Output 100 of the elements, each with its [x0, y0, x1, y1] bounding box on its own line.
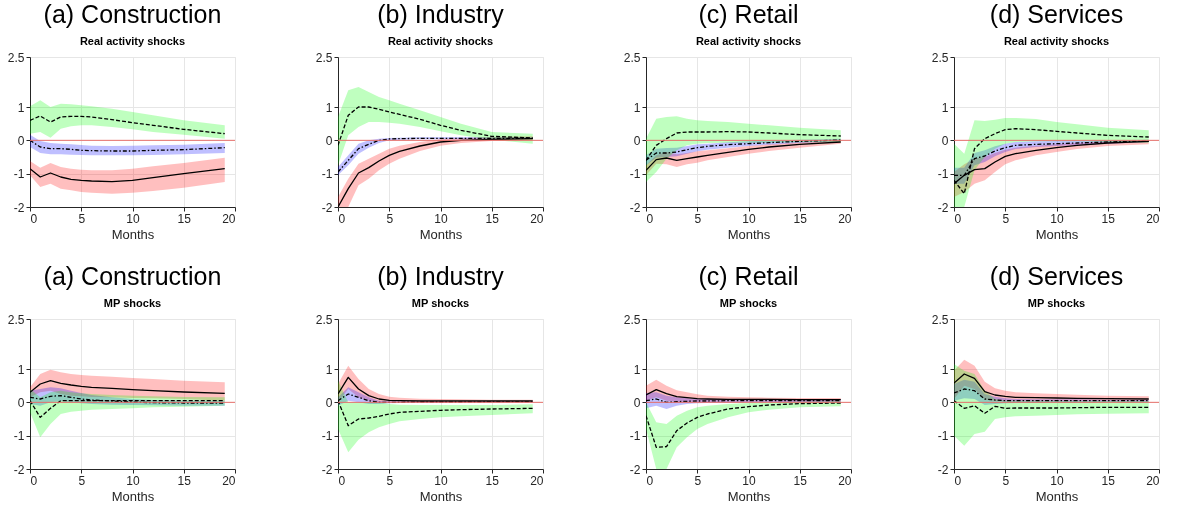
x-tick-label: 5 — [78, 211, 86, 226]
x-tick-label: 10 — [1050, 473, 1064, 488]
chart-title: (c) Retail — [698, 262, 799, 290]
x-tick-label: 20 — [1146, 211, 1160, 226]
y-tick-label: -2 — [629, 200, 641, 215]
x-tick-label: 10 — [434, 211, 448, 226]
x-tick-label: 0 — [30, 473, 38, 488]
x-tick-label: 10 — [126, 211, 140, 226]
y-tick-label: 2.5 — [931, 312, 949, 327]
y-tick-label: -1 — [321, 429, 333, 444]
x-tick-label: 15 — [485, 473, 500, 488]
y-tick-label: -1 — [937, 167, 949, 182]
chart-title: (c) Retail — [698, 0, 799, 28]
y-tick-label: 2.5 — [623, 50, 641, 65]
chart-subtitle: Real activity shocks — [695, 35, 802, 47]
chart-title: (a) Construction — [43, 262, 222, 290]
y-tick-label: -2 — [937, 200, 949, 215]
chart-subtitle: MP shocks — [411, 297, 470, 309]
x-tick-label: 20 — [838, 211, 852, 226]
x-tick-label: 0 — [338, 211, 346, 226]
y-tick-label: 0 — [17, 133, 25, 148]
x-tick-label: 10 — [126, 473, 140, 488]
y-tick-label: -2 — [13, 462, 25, 477]
x-axis-title: Months — [419, 488, 463, 504]
x-axis-title: Months — [727, 226, 771, 242]
x-tick-label: 15 — [177, 473, 192, 488]
y-tick-label: 1 — [633, 100, 641, 115]
chart-title: (d) Services — [989, 262, 1124, 290]
y-tick-label: 0 — [941, 395, 949, 410]
x-tick-label: 15 — [793, 473, 808, 488]
y-tick-label: -1 — [629, 429, 641, 444]
chart-title: (a) Construction — [43, 0, 222, 28]
x-axis-title: Months — [1035, 226, 1079, 242]
x-tick-label: 10 — [1050, 211, 1064, 226]
x-tick-label: 5 — [1002, 211, 1010, 226]
y-tick-label: -2 — [321, 200, 333, 215]
y-tick-label: 2.5 — [7, 312, 25, 327]
x-tick-label: 0 — [646, 473, 654, 488]
y-tick-label: 0 — [941, 133, 949, 148]
y-tick-label: 0 — [325, 395, 333, 410]
x-tick-label: 15 — [177, 211, 192, 226]
y-tick-label: 1 — [325, 100, 333, 115]
y-tick-label: 1 — [941, 362, 949, 377]
chart-subtitle: MP shocks — [1027, 297, 1086, 309]
x-tick-label: 0 — [338, 473, 346, 488]
x-tick-label: 5 — [78, 473, 86, 488]
chart-subtitle: Real activity shocks — [1003, 35, 1110, 47]
x-tick-label: 10 — [742, 473, 756, 488]
y-tick-label: 1 — [17, 362, 25, 377]
y-tick-label: 2.5 — [315, 312, 333, 327]
y-tick-label: -2 — [937, 462, 949, 477]
x-tick-label: 5 — [1002, 473, 1010, 488]
chart-subtitle: Real activity shocks — [387, 35, 494, 47]
chart-title: (d) Services — [989, 0, 1124, 28]
y-tick-label: 1 — [633, 362, 641, 377]
x-tick-label: 20 — [838, 473, 852, 488]
y-tick-label: 2.5 — [7, 50, 25, 65]
x-tick-label: 5 — [386, 473, 394, 488]
x-tick-label: 20 — [1146, 473, 1160, 488]
x-tick-label: 15 — [1101, 473, 1116, 488]
y-tick-label: 2.5 — [931, 50, 949, 65]
x-tick-label: 20 — [222, 211, 236, 226]
x-tick-label: 20 — [530, 211, 544, 226]
chart-subtitle: Real activity shocks — [79, 35, 186, 47]
y-tick-label: 0 — [633, 133, 641, 148]
x-tick-label: 10 — [434, 473, 448, 488]
chart-title: (b) Industry — [377, 0, 505, 28]
y-tick-label: -1 — [321, 167, 333, 182]
x-axis-title: Months — [1035, 488, 1079, 504]
chart-title: (b) Industry — [377, 262, 505, 290]
y-tick-label: -1 — [937, 429, 949, 444]
y-tick-label: 2.5 — [315, 50, 333, 65]
x-tick-label: 15 — [1101, 211, 1116, 226]
y-tick-label: -2 — [629, 462, 641, 477]
x-axis-title: Months — [111, 226, 155, 242]
y-tick-label: -1 — [13, 429, 25, 444]
x-tick-label: 5 — [386, 211, 394, 226]
y-tick-label: 1 — [17, 100, 25, 115]
x-axis-title: Months — [419, 226, 463, 242]
x-tick-label: 5 — [694, 473, 702, 488]
y-tick-label: 0 — [633, 395, 641, 410]
x-tick-label: 20 — [530, 473, 544, 488]
y-tick-label: -1 — [13, 167, 25, 182]
x-tick-label: 20 — [222, 473, 236, 488]
chart-subtitle: MP shocks — [103, 297, 162, 309]
x-tick-label: 0 — [954, 473, 962, 488]
x-tick-label: 0 — [954, 211, 962, 226]
y-tick-label: 1 — [941, 100, 949, 115]
y-tick-label: -2 — [321, 462, 333, 477]
x-tick-label: 0 — [646, 211, 654, 226]
y-tick-label: -2 — [13, 200, 25, 215]
x-tick-label: 10 — [742, 211, 756, 226]
x-tick-label: 5 — [694, 211, 702, 226]
x-axis-title: Months — [111, 488, 155, 504]
x-tick-label: 15 — [485, 211, 500, 226]
y-tick-label: 0 — [17, 395, 25, 410]
y-tick-label: 1 — [325, 362, 333, 377]
y-tick-label: -1 — [629, 167, 641, 182]
x-axis-title: Months — [727, 488, 771, 504]
x-tick-label: 0 — [30, 211, 38, 226]
